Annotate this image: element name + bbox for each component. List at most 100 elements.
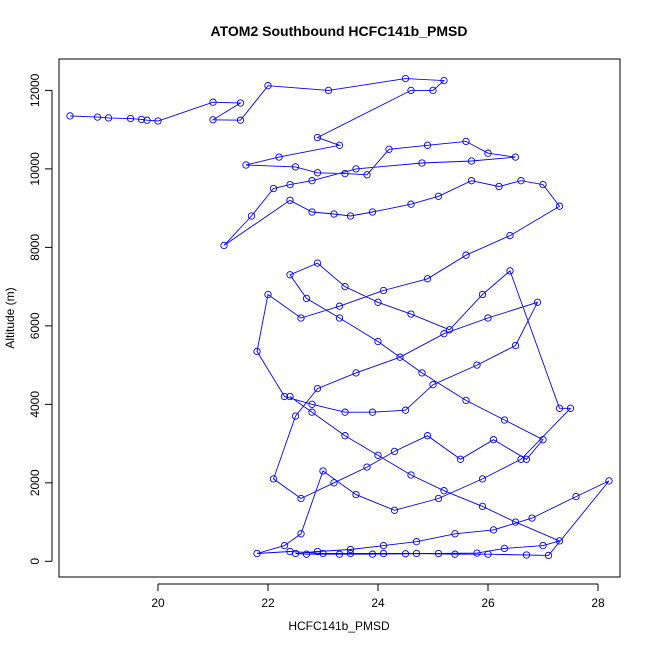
data-point	[297, 530, 305, 538]
data-point	[352, 490, 360, 499]
data-point	[341, 169, 349, 178]
data-point	[341, 408, 349, 416]
data-point	[308, 208, 316, 216]
data-point	[308, 408, 316, 416]
data-point	[297, 494, 305, 503]
data-point	[418, 369, 426, 377]
y-tick-label: 6000	[28, 312, 42, 339]
data-point	[467, 177, 476, 185]
data-point	[291, 163, 300, 171]
data-point	[313, 384, 322, 393]
data-point	[209, 116, 217, 124]
data-point	[286, 180, 294, 189]
data-point	[335, 302, 344, 310]
data-point	[511, 153, 520, 161]
data-point	[319, 467, 327, 475]
data-point	[440, 330, 448, 338]
data-point	[66, 112, 74, 120]
data-point	[209, 98, 217, 106]
data-point	[385, 145, 393, 153]
data-point	[555, 202, 564, 210]
data-point	[308, 177, 316, 185]
data-point	[423, 432, 432, 440]
x-tick-label: 24	[371, 596, 385, 610]
data-point	[368, 408, 377, 416]
data-point	[335, 314, 344, 322]
data-point	[451, 550, 459, 558]
y-tick-label: 2000	[28, 469, 42, 496]
data-point	[478, 290, 487, 299]
data-point	[236, 99, 245, 107]
data-point	[484, 314, 492, 322]
data-point	[423, 275, 432, 283]
plot-frame	[58, 58, 621, 578]
data-point	[93, 113, 102, 121]
y-tick-label: 4000	[28, 391, 42, 418]
data-point	[275, 153, 283, 161]
data-point	[302, 294, 311, 303]
data-point	[434, 192, 443, 200]
data-point	[440, 487, 448, 495]
data-point	[280, 392, 289, 401]
data-point	[286, 392, 294, 401]
data-point	[412, 538, 421, 546]
data-point	[544, 551, 553, 560]
data-point	[478, 502, 487, 511]
data-point	[368, 550, 377, 558]
data-point	[269, 184, 278, 193]
data-point	[390, 506, 399, 514]
data-point	[313, 169, 322, 177]
data-point	[302, 550, 311, 558]
data-point	[500, 544, 509, 553]
data-point	[407, 471, 415, 479]
data-point	[291, 412, 300, 420]
data-point	[522, 455, 531, 463]
data-point	[324, 86, 333, 95]
data-point	[555, 404, 564, 412]
data-point	[401, 550, 410, 558]
data-point	[445, 326, 454, 334]
x-axis-label: HCFC141b_PMSD	[288, 619, 390, 633]
data-point	[297, 314, 305, 322]
data-point	[440, 76, 448, 85]
data-point	[379, 541, 388, 550]
data-point	[379, 286, 388, 295]
data-point	[330, 479, 338, 487]
y-tick-label: 8000	[28, 234, 42, 261]
data-point	[335, 550, 344, 558]
data-point	[522, 551, 531, 559]
data-point	[517, 455, 525, 463]
data-point	[539, 180, 547, 189]
data-point	[401, 406, 410, 414]
data-point	[346, 545, 355, 554]
data-point	[495, 182, 503, 191]
data-point	[605, 477, 613, 485]
data-point	[506, 231, 514, 240]
data-point	[566, 404, 575, 412]
data-point	[264, 290, 272, 299]
data-point	[407, 86, 415, 95]
data-point	[236, 116, 245, 124]
data-point	[418, 159, 426, 167]
data-point	[462, 396, 470, 405]
data-point	[374, 298, 382, 306]
data-point	[374, 451, 382, 459]
data-point	[352, 369, 360, 377]
data-point	[341, 432, 349, 440]
data-point	[539, 541, 547, 550]
y-axis: 0 2000 4000 6000 8000 10000 12000	[28, 73, 53, 565]
data-point	[451, 530, 459, 538]
data-point	[484, 550, 492, 558]
data-point	[286, 271, 294, 279]
data-point	[346, 549, 355, 558]
data-point	[308, 400, 316, 408]
data-point	[368, 208, 377, 216]
data-point	[143, 116, 151, 124]
data-point	[429, 86, 437, 95]
data-point	[253, 549, 261, 558]
data-point	[434, 549, 443, 558]
data-point	[429, 381, 437, 389]
data-point	[467, 157, 476, 165]
y-tick-label: 0	[28, 558, 42, 565]
